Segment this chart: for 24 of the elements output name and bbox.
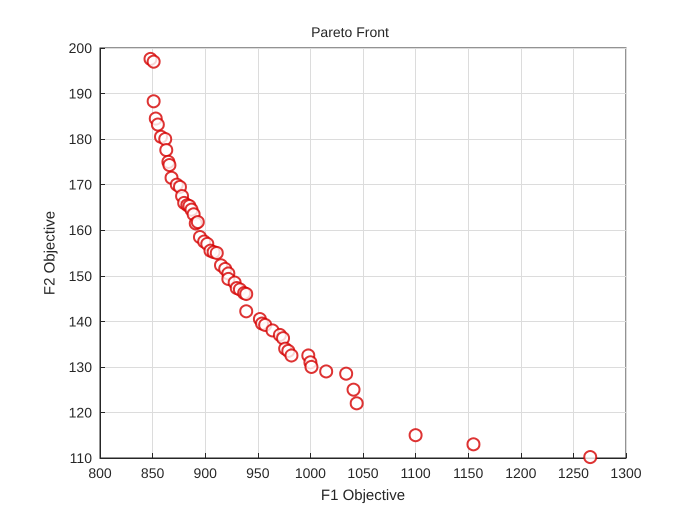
y-tick-label: 130 — [68, 358, 92, 375]
x-axis-title: F1 Objective — [320, 487, 406, 504]
x-tick-label: 1200 — [505, 465, 537, 481]
y-tick-label: 200 — [68, 40, 92, 56]
y-tick-label: 140 — [68, 313, 92, 330]
x-tick-label: 1000 — [294, 465, 326, 481]
x-tick-label: 950 — [246, 465, 270, 481]
y-tick-label: 180 — [68, 131, 92, 148]
x-tick-label: 1050 — [347, 465, 379, 481]
x-tick-label: 1250 — [558, 465, 590, 481]
y-tick-label: 160 — [68, 222, 92, 238]
x-tick-label: 900 — [194, 465, 218, 481]
y-tick-label: 120 — [68, 404, 92, 420]
y-tick-label: 170 — [68, 176, 92, 193]
y-tick-label: 110 — [70, 450, 92, 466]
y-tick-label: 150 — [68, 268, 92, 284]
x-tick-label: 1100 — [400, 465, 431, 481]
y-axis-title: F2 Objective — [42, 210, 59, 296]
chart-title: Pareto Front — [311, 24, 390, 40]
y-tick-label: 190 — [68, 86, 92, 102]
x-tick-label: 1300 — [610, 465, 642, 481]
x-tick-label: 1150 — [453, 465, 484, 481]
x-tick-label: 850 — [140, 465, 164, 481]
x-tick-label: 800 — [88, 465, 112, 481]
